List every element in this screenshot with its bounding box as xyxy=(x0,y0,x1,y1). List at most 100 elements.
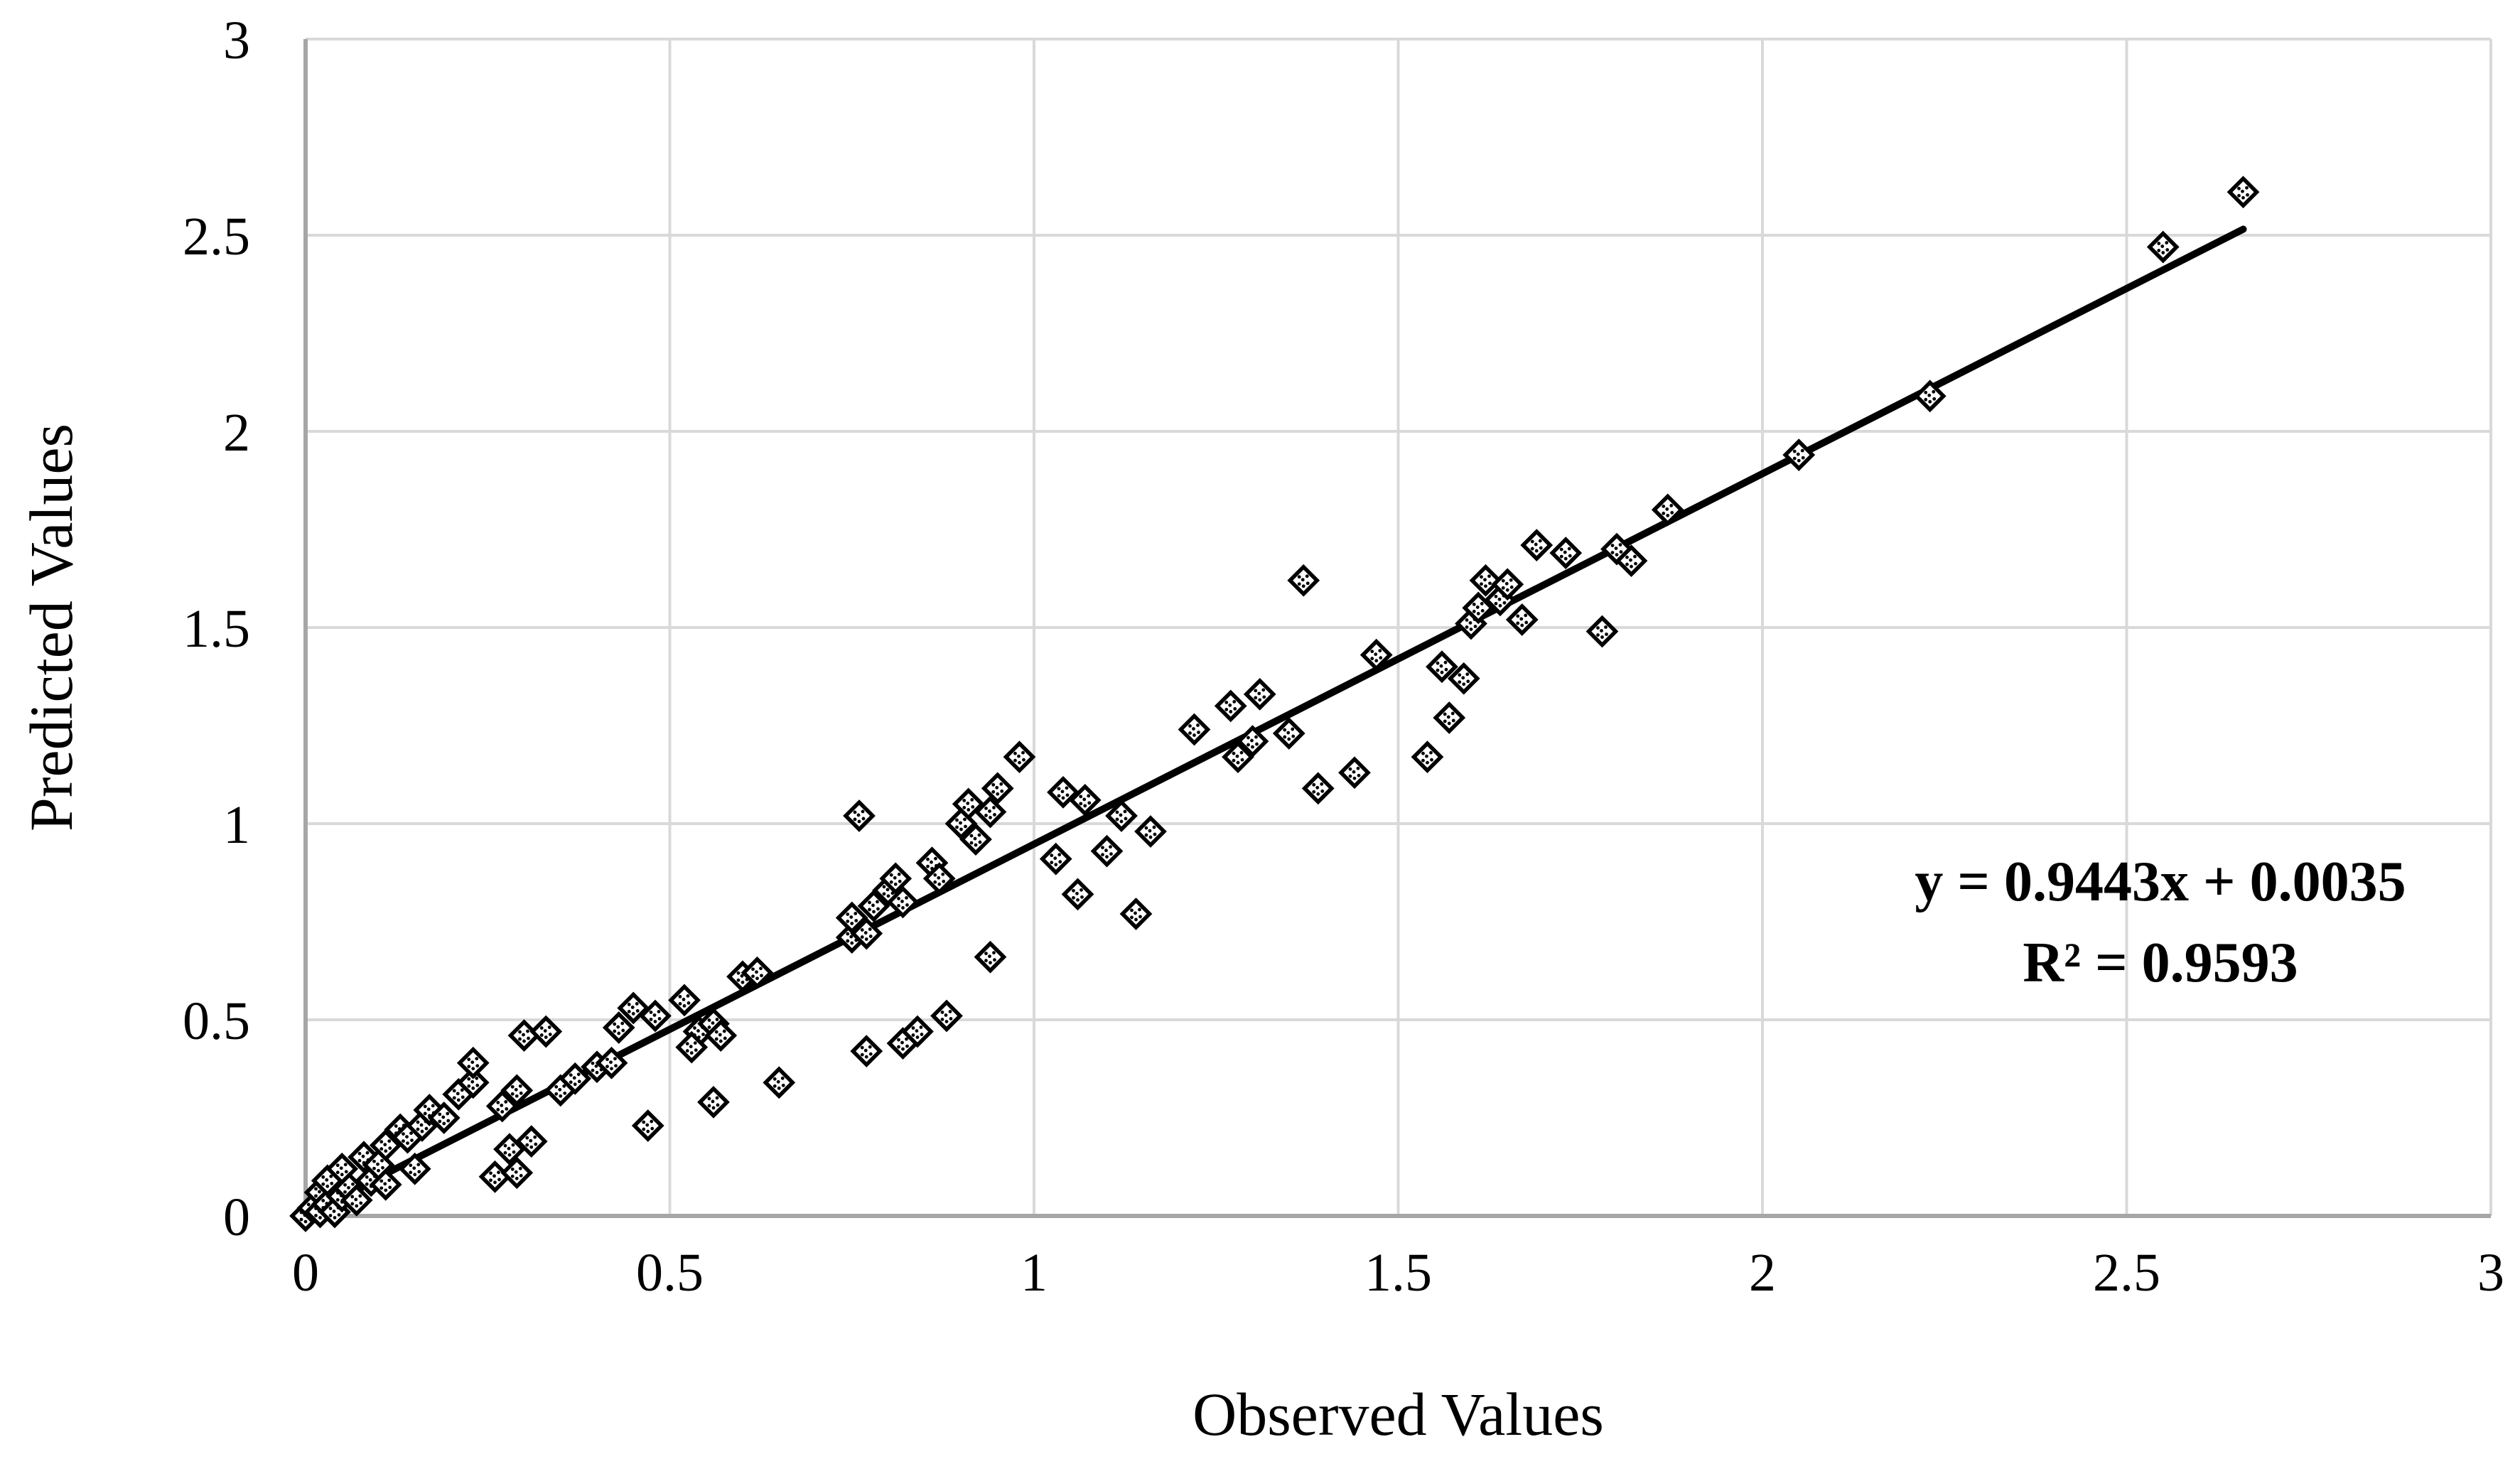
marker-dot xyxy=(1610,551,1615,554)
marker-dot xyxy=(854,912,858,915)
marker-dot xyxy=(1425,754,1428,758)
marker-dot xyxy=(402,1132,405,1136)
marker-dot xyxy=(384,1149,388,1153)
marker-dot xyxy=(1054,863,1058,867)
marker-dot xyxy=(642,1120,646,1124)
marker-dot xyxy=(992,951,996,955)
marker-dot xyxy=(1468,621,1472,625)
marker-dot xyxy=(716,1103,720,1107)
marker-dot xyxy=(339,1166,343,1170)
marker-dot xyxy=(1497,597,1502,601)
marker-dot xyxy=(1348,767,1352,771)
marker-dot xyxy=(707,1025,711,1029)
marker-dot xyxy=(379,1179,384,1183)
marker-dot xyxy=(1104,849,1108,853)
marker-dot xyxy=(1072,895,1075,900)
marker-dot xyxy=(1504,581,1509,586)
data-point-marker xyxy=(639,999,672,1033)
marker-dot xyxy=(558,1087,562,1092)
marker-dot xyxy=(868,908,871,912)
marker-dot xyxy=(518,1166,522,1170)
marker-dot xyxy=(685,1049,689,1053)
marker-dot xyxy=(1596,633,1600,637)
marker-dot xyxy=(1255,742,1259,746)
data-point-marker xyxy=(529,1015,563,1048)
marker-dot xyxy=(492,1174,496,1178)
marker-dot xyxy=(328,1207,333,1210)
marker-dot xyxy=(456,1098,461,1102)
marker-dot xyxy=(963,817,966,822)
marker-dot xyxy=(861,817,866,821)
marker-dot xyxy=(419,1123,424,1127)
data-point-marker xyxy=(901,1015,934,1048)
marker-dot xyxy=(977,833,981,837)
marker-dot xyxy=(1153,832,1157,836)
marker-dot xyxy=(467,1077,471,1081)
marker-dot xyxy=(539,1033,544,1037)
data-point-marker xyxy=(697,1086,730,1119)
marker-dot xyxy=(1254,735,1258,739)
marker-dot xyxy=(569,1073,573,1077)
data-point-marker xyxy=(974,795,1007,829)
marker-dot xyxy=(901,1047,905,1051)
marker-dot xyxy=(627,1003,631,1006)
marker-dot xyxy=(1130,915,1134,920)
marker-dot xyxy=(1079,802,1083,806)
marker-dot xyxy=(1192,727,1195,731)
marker-dot xyxy=(365,1175,369,1179)
marker-dot xyxy=(711,1021,715,1025)
marker-dot xyxy=(996,792,1000,796)
marker-dot xyxy=(897,904,900,908)
marker-dot xyxy=(1670,511,1674,515)
marker-dot xyxy=(605,1065,609,1069)
data-point-marker xyxy=(1469,564,1502,597)
marker-dot xyxy=(335,1198,340,1202)
marker-dot xyxy=(496,1101,500,1104)
marker-dot xyxy=(868,1052,873,1056)
marker-dot xyxy=(354,1197,358,1202)
marker-dot xyxy=(868,935,873,938)
marker-dot xyxy=(882,892,886,896)
data-point-marker xyxy=(1585,615,1619,648)
marker-dot xyxy=(496,1108,500,1111)
marker-dot xyxy=(962,806,966,809)
marker-dot xyxy=(941,872,945,876)
marker-dot xyxy=(379,1147,384,1151)
data-point-marker xyxy=(668,984,701,1017)
marker-dot xyxy=(863,931,868,935)
marker-dot xyxy=(1119,819,1124,824)
marker-dot xyxy=(1539,546,1543,550)
marker-dot xyxy=(1291,734,1296,738)
marker-dot xyxy=(1021,750,1025,755)
marker-dot xyxy=(685,1042,689,1046)
data-point-marker xyxy=(1359,638,1393,672)
marker-dot xyxy=(1505,588,1509,592)
marker-dot xyxy=(686,1001,691,1005)
marker-dot xyxy=(759,966,763,971)
marker-dot xyxy=(460,1088,464,1092)
marker-dot xyxy=(707,1018,711,1022)
marker-dot xyxy=(897,1038,900,1042)
marker-dot xyxy=(350,1195,355,1199)
y-tick-label: 2.5 xyxy=(183,207,250,266)
marker-dot xyxy=(1439,664,1443,668)
marker-dot xyxy=(330,1181,334,1185)
marker-dot xyxy=(510,1167,515,1171)
marker-dot xyxy=(1480,582,1483,586)
marker-dot xyxy=(475,1057,479,1061)
marker-dot xyxy=(1305,574,1309,578)
marker-dot xyxy=(1615,553,1619,556)
marker-dot xyxy=(539,1026,544,1030)
marker-dot xyxy=(1625,555,1629,559)
marker-dot xyxy=(718,1039,723,1043)
marker-dot xyxy=(740,974,744,978)
marker-dot xyxy=(978,840,982,844)
marker-dot xyxy=(1559,547,1563,551)
data-point-marker xyxy=(1447,662,1480,695)
marker-dot xyxy=(1050,861,1054,865)
marker-dot xyxy=(868,900,871,905)
marker-dot xyxy=(1196,723,1200,727)
marker-dot xyxy=(933,880,937,884)
marker-dot xyxy=(358,1194,362,1198)
marker-dot xyxy=(964,824,967,829)
